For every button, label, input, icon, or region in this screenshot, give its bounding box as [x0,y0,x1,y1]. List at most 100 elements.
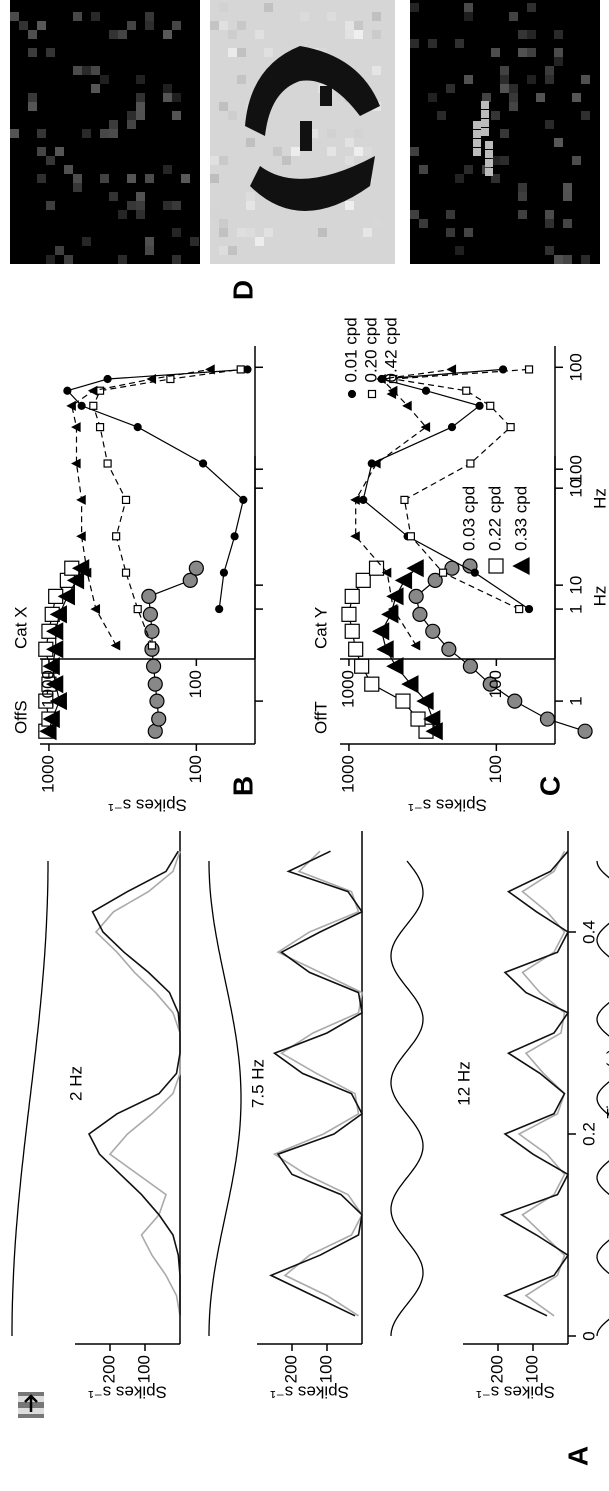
map-pixel [172,21,181,30]
map-pixel [545,219,554,228]
map-pixel [410,210,419,219]
marker [147,641,157,650]
map-pixel [372,30,381,39]
map-pixel [82,66,91,75]
marker [42,710,60,729]
marker [71,422,81,433]
map-pixel [446,210,455,219]
marker [410,711,426,727]
map-pixel [554,138,563,147]
y-axis-label: Spikes s⁻¹ [270,1383,349,1402]
map-pixel [345,138,354,147]
map-pixel [73,12,82,21]
chart-title: 7.5 Hz [248,1059,267,1108]
marker [146,373,157,385]
series-line [362,368,530,610]
map-pixel [327,12,336,21]
map-pixel [246,201,255,210]
map-pixel [300,93,309,102]
marker [103,459,112,468]
map-pixel [228,30,237,39]
map-pixel [518,183,527,192]
map-pixel [572,156,581,165]
map-pixel [73,183,82,192]
map-pixel [109,129,118,138]
map-pixel [491,48,500,57]
marker [376,640,394,659]
legend-label: 0.20 cpd [361,317,380,382]
marker [427,572,443,588]
marker [441,641,457,657]
y-tick-label: 1000 [38,755,57,793]
map-pixel [563,192,572,201]
chart-title: 2 Hz [66,1066,85,1101]
marker [144,623,160,639]
marker [151,711,167,727]
marker [466,459,475,468]
map-pixel [527,48,536,57]
map-pixel [163,30,172,39]
map-pixel [500,129,509,138]
map-pixel [237,228,246,237]
panel-label: C [534,776,565,796]
map-pixel [37,129,46,138]
map-pixel [172,201,181,210]
chart-title: 12 Hz [454,1061,473,1105]
legend-marker [347,389,357,399]
map-pixel [500,156,509,165]
map-pixel [127,111,136,120]
map-pixel [136,210,145,219]
map-pixel [55,246,64,255]
map-pixel [145,21,154,30]
map-pixel [163,201,172,210]
marker [348,641,364,657]
map-pixel [581,75,590,84]
map-pixel [136,111,145,120]
map-pixel [518,30,527,39]
map-pixel [82,129,91,138]
map-pixel [509,102,518,111]
marker [410,640,421,651]
y-tick-label: 1000 [338,670,357,708]
marker [539,711,556,727]
map-pixel [563,219,572,228]
marker [198,459,208,468]
map-pixel [491,111,500,120]
marker [394,571,413,590]
map-pixel [100,129,109,138]
map-pixel [118,210,127,219]
map-pixel [28,30,37,39]
map-pixel [91,84,100,93]
x-tick-label: 0.4 [579,920,598,944]
map-pixel [363,228,372,237]
map-pixel [136,93,145,102]
map-pixel [345,21,354,30]
y-tick-label: 100 [486,670,505,698]
series-line [272,850,363,1317]
map-pixel [363,147,372,156]
map-pixel [10,129,19,138]
map-pixel [28,48,37,57]
map-pixel [100,75,109,84]
map-pixel [491,156,500,165]
map-pixel [554,30,563,39]
map-pixel [73,174,82,183]
marker [359,495,368,504]
marker [515,604,524,614]
map-pixel [473,148,481,156]
marker [149,693,165,709]
marker [81,567,92,578]
series-line [269,850,364,1317]
marker [215,604,224,614]
map-pixel [136,75,145,84]
marker [243,365,252,374]
marker [400,495,409,504]
map-pixel [482,93,491,102]
map-pixel [237,75,246,84]
map-pixel [545,246,554,255]
marker [438,568,448,577]
map-pixel [481,101,489,109]
map-pixel [163,93,172,102]
marker [444,560,460,576]
x-tick-label: 100 [566,353,585,381]
